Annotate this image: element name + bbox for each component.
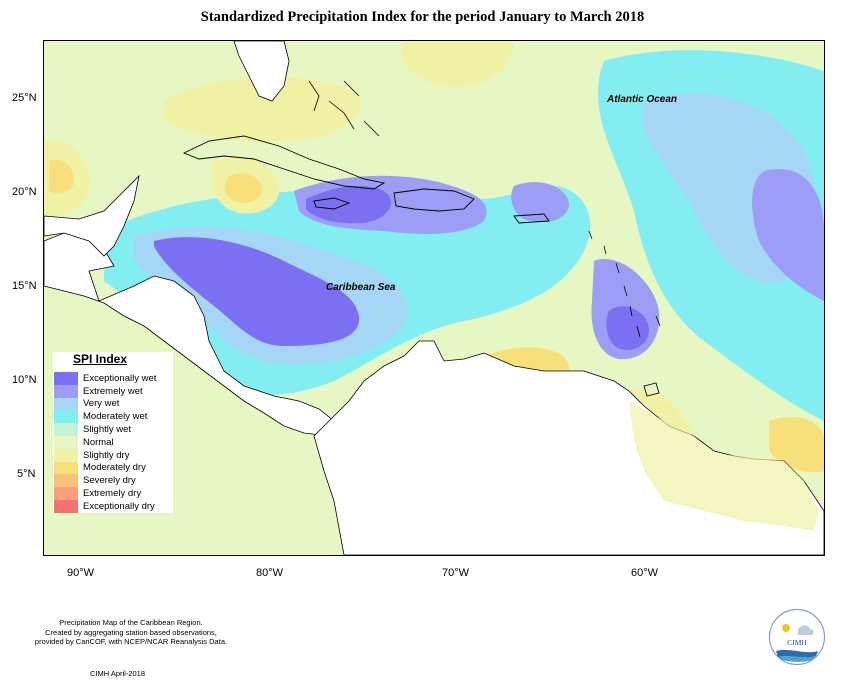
wet-zone-lesser-antilles-core bbox=[606, 306, 649, 351]
island-jamaica bbox=[313, 197, 351, 210]
lat-tick-5n: 5°N bbox=[17, 468, 36, 480]
island-cuba bbox=[182, 135, 386, 190]
legend-items: Exceptionally wet Extremely wet Very wet Mo… bbox=[53, 372, 173, 513]
legend-label: Exceptionally dry bbox=[83, 500, 155, 512]
dry-zone-north-central bbox=[401, 41, 514, 87]
spi-map-canvas bbox=[44, 41, 824, 555]
wet-zone-east-extreme bbox=[752, 169, 824, 301]
legend-label: Normal bbox=[83, 436, 114, 448]
lat-tick-15n: 15°N bbox=[12, 280, 37, 292]
legend-label: Slightly dry bbox=[83, 449, 130, 461]
spi-map bbox=[43, 40, 825, 556]
label-atlantic-ocean: Atlantic Ocean bbox=[607, 94, 678, 105]
logo-text: CIMH bbox=[787, 638, 807, 647]
wet-zone-greater-antilles-core bbox=[306, 185, 392, 224]
legend-title: SPI Index bbox=[73, 352, 128, 366]
legend-label: Moderately wet bbox=[83, 411, 148, 423]
land-guianas-fill bbox=[629, 401, 819, 531]
footer-line-1: Precipitation Map of the Caribbean Regio… bbox=[59, 618, 203, 627]
legend-label: Severely dry bbox=[83, 475, 136, 487]
legend-swatch bbox=[54, 461, 78, 475]
legend-swatch bbox=[54, 499, 78, 513]
lon-tick-80w: 80°W bbox=[256, 567, 284, 579]
spi-legend: SPI Index Exceptionally wet Extremely wet… bbox=[53, 352, 173, 513]
legend-swatch bbox=[54, 435, 78, 449]
legend-item: Slightly dry bbox=[53, 448, 173, 462]
dry-zone-east bbox=[769, 417, 824, 473]
wet-zone-caribbean-core bbox=[154, 237, 360, 346]
footer-line-3: provided by CariCOF, with NCEP/NCAR Rean… bbox=[34, 637, 228, 646]
legend-swatch bbox=[54, 448, 78, 462]
island-hispaniola bbox=[393, 188, 475, 212]
legend-item: Extremely wet bbox=[53, 384, 173, 398]
lat-tick-25n: 25°N bbox=[12, 92, 37, 104]
legend-label: Moderately dry bbox=[83, 462, 146, 474]
dry-zone-yucatan-core bbox=[49, 159, 74, 194]
legend-item: Severely dry bbox=[53, 474, 173, 488]
footer-credit: CIMH April-2018 bbox=[90, 669, 146, 678]
islands-lesser-antilles bbox=[588, 230, 661, 338]
legend-label: Very wet bbox=[83, 398, 120, 410]
land-central-america bbox=[44, 232, 335, 437]
dry-zone-cuba-west-core bbox=[224, 173, 262, 203]
lon-tick-70w: 70°W bbox=[442, 567, 470, 579]
legend-item: Moderately wet bbox=[53, 410, 173, 424]
footer-line-2: Created by aggregating station based obs… bbox=[45, 627, 217, 637]
legend-label: Exceptionally wet bbox=[83, 372, 157, 384]
legend-label: Extremely wet bbox=[83, 385, 143, 397]
lat-tick-10n: 10°N bbox=[12, 374, 37, 386]
legend-swatch bbox=[54, 410, 78, 424]
legend-label: Extremely dry bbox=[83, 488, 142, 500]
legend-item: Slightly wet bbox=[53, 423, 173, 436]
legend-item: Exceptionally wet bbox=[53, 372, 173, 385]
legend-swatch bbox=[54, 423, 78, 436]
island-trinidad bbox=[643, 382, 660, 397]
legend-swatch bbox=[54, 397, 78, 411]
lat-tick-20n: 20°N bbox=[12, 186, 37, 198]
land-yucatan bbox=[44, 174, 140, 257]
legend-swatch bbox=[54, 487, 78, 500]
lon-tick-90w: 90°W bbox=[67, 567, 95, 579]
land-florida bbox=[233, 41, 290, 102]
lon-tick-60w: 60°W bbox=[631, 567, 659, 579]
legend-item: Exceptionally dry bbox=[53, 499, 173, 513]
legend-item: Very wet bbox=[53, 397, 173, 411]
island-puerto-rico bbox=[513, 213, 550, 224]
legend-swatch bbox=[54, 474, 78, 488]
islands-bahamas bbox=[308, 80, 380, 137]
map-title: Standardized Precipitation Index for the… bbox=[200, 9, 645, 25]
footer-notes: Precipitation Map of the Caribbean Regio… bbox=[18, 618, 244, 647]
dry-zone-bahamas bbox=[164, 77, 361, 143]
legend-item: Moderately dry bbox=[53, 461, 173, 475]
legend-label: Slightly wet bbox=[83, 424, 132, 436]
legend-item: Extremely dry bbox=[53, 487, 173, 500]
cimh-logo: CIMH bbox=[768, 608, 826, 666]
wet-zone-virgin-islands bbox=[511, 182, 569, 223]
label-caribbean-sea: Caribbean Sea bbox=[326, 282, 396, 293]
legend-swatch bbox=[54, 372, 78, 385]
legend-item: Normal bbox=[53, 435, 173, 449]
legend-swatch bbox=[54, 384, 78, 398]
